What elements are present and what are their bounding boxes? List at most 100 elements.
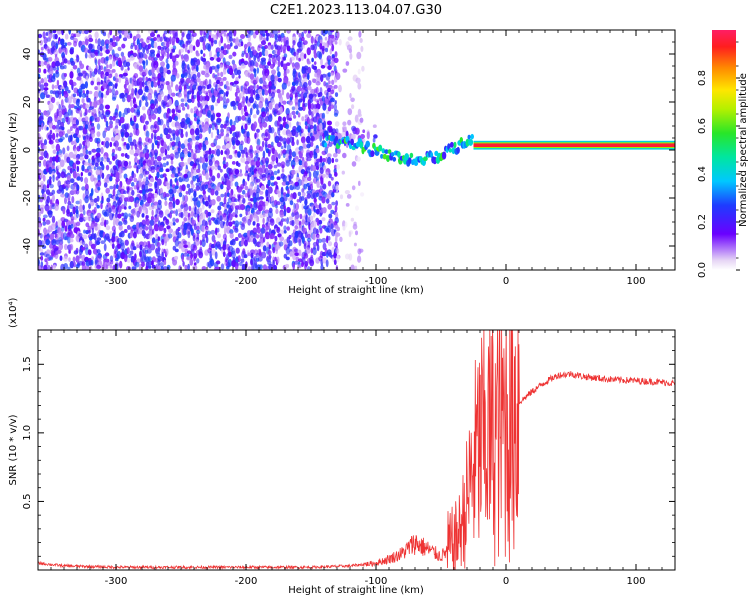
spectrogram-cell	[171, 184, 176, 189]
spectrogram-cell	[160, 90, 164, 98]
spectrogram-cell	[234, 198, 238, 202]
spectrogram-cell	[227, 258, 233, 267]
spectrogram-cell	[43, 77, 48, 84]
spectrogram-cell	[172, 201, 176, 209]
spectrogram-cell	[228, 31, 233, 39]
spectrogram-cell	[268, 114, 273, 122]
spectrogram-cell	[310, 103, 315, 110]
spectrogram-cell	[102, 31, 107, 37]
spectrogram-cell	[216, 233, 222, 239]
spectrogram-cell	[141, 213, 145, 218]
spectrogram-cell	[156, 214, 160, 219]
spectrogram-cell	[192, 84, 197, 91]
spectrogram-cell	[263, 137, 269, 142]
spectrogram-cell	[109, 124, 113, 129]
spectrogram-cell	[342, 121, 347, 126]
spectrogram-cell	[302, 44, 305, 49]
spectrogram-cell	[304, 263, 307, 270]
spectrogram-cell	[147, 188, 153, 192]
spectrogram-cell	[100, 221, 105, 226]
spectrogram-cell	[84, 124, 89, 130]
spectrogram-cell	[172, 217, 176, 223]
spectrogram-cell	[300, 136, 306, 144]
spectrogram-cell	[350, 97, 355, 103]
spectrogram-cell	[277, 49, 281, 56]
spectrogram-cell	[221, 144, 227, 150]
spectrogram-cell	[237, 266, 242, 270]
spectrogram-cell	[84, 265, 90, 270]
spectrogram-cell	[58, 131, 64, 138]
spectrogram-cell	[130, 262, 134, 267]
spectrogram-cell	[54, 114, 58, 123]
spectrogram-cell	[328, 80, 331, 85]
spectrogram-cell	[244, 117, 248, 122]
spectrogram-cell	[288, 121, 292, 128]
spectrogram-cell	[318, 51, 323, 60]
spectrogram-cell	[126, 266, 131, 270]
spectrogram-cell	[234, 262, 239, 270]
spectrogram-cell	[145, 218, 150, 226]
spectrogram-cell	[109, 30, 113, 36]
spectrogram-cell	[97, 179, 102, 187]
spectrogram-cell	[216, 227, 220, 233]
spectrogram-cell	[297, 99, 301, 108]
spectrogram-cell	[131, 182, 135, 187]
spectrogram-cell	[186, 104, 190, 110]
spectrogram-cell	[305, 125, 309, 130]
spectrogram-cell	[228, 154, 233, 160]
spectrogram-cell	[123, 254, 128, 263]
spectrogram-cell	[267, 222, 271, 227]
spectrogram-cell	[275, 204, 278, 209]
spectrogram-cell	[319, 227, 323, 234]
spectrogram-cell	[78, 248, 83, 255]
spectrogram-cell	[180, 102, 185, 108]
spectrogram-cell	[229, 119, 233, 126]
spectrogram-cell	[90, 174, 95, 182]
spectrogram-cell	[306, 205, 310, 210]
spectrogram-cell	[135, 128, 140, 137]
spectrogram-cell	[153, 159, 158, 166]
spectrogram-cell	[157, 246, 161, 255]
spectrogram-cell	[166, 119, 170, 128]
spectrogram-cell	[205, 67, 210, 75]
spectrogram-cell	[72, 206, 76, 215]
spectrogram-cell	[107, 32, 111, 39]
spectrogram-cell	[152, 129, 158, 134]
spectrogram-cell	[88, 37, 94, 43]
spectrogram-cell	[324, 36, 328, 41]
spectrogram-cell	[238, 173, 243, 177]
spectrogram-cell	[288, 216, 294, 220]
spectrogram-cell	[298, 75, 302, 83]
spectrogram-cell	[204, 95, 210, 102]
spectrogram-cell	[69, 36, 75, 40]
spectrogram-cell	[237, 66, 242, 71]
spectrogram-cell	[201, 204, 205, 210]
spectrogram-cell	[293, 114, 297, 119]
spectrogram-cell	[121, 137, 125, 142]
spectrogram-cell	[144, 244, 149, 250]
spectrogram-cell	[162, 173, 167, 178]
spectrogram-cell	[123, 190, 127, 194]
spectrogram-cell	[62, 208, 66, 215]
spectrogram-cell	[361, 65, 365, 72]
spectrogram-cell	[264, 132, 268, 138]
spectrogram-cell	[249, 149, 254, 155]
colorbar-gradient	[712, 30, 736, 270]
signal-trace-cell	[423, 156, 428, 162]
spectrogram-cell	[96, 44, 101, 51]
spectrogram-cell	[256, 184, 260, 190]
spectrogram-cell	[85, 222, 90, 228]
spectrogram-cell	[120, 92, 125, 99]
spectrogram-cell	[316, 170, 320, 176]
spectrogram-cell	[187, 216, 192, 224]
spectrogram-cell	[126, 58, 131, 63]
spectrogram-cell	[117, 213, 122, 219]
spectrogram-cell	[126, 225, 131, 230]
spectrogram-cell	[204, 78, 208, 87]
spectrogram-cell	[360, 134, 365, 139]
spectrogram-cell	[267, 151, 271, 157]
spectrogram-cell	[181, 184, 186, 192]
spectrogram-cell	[285, 159, 290, 167]
spectrogram-cell	[108, 88, 112, 93]
